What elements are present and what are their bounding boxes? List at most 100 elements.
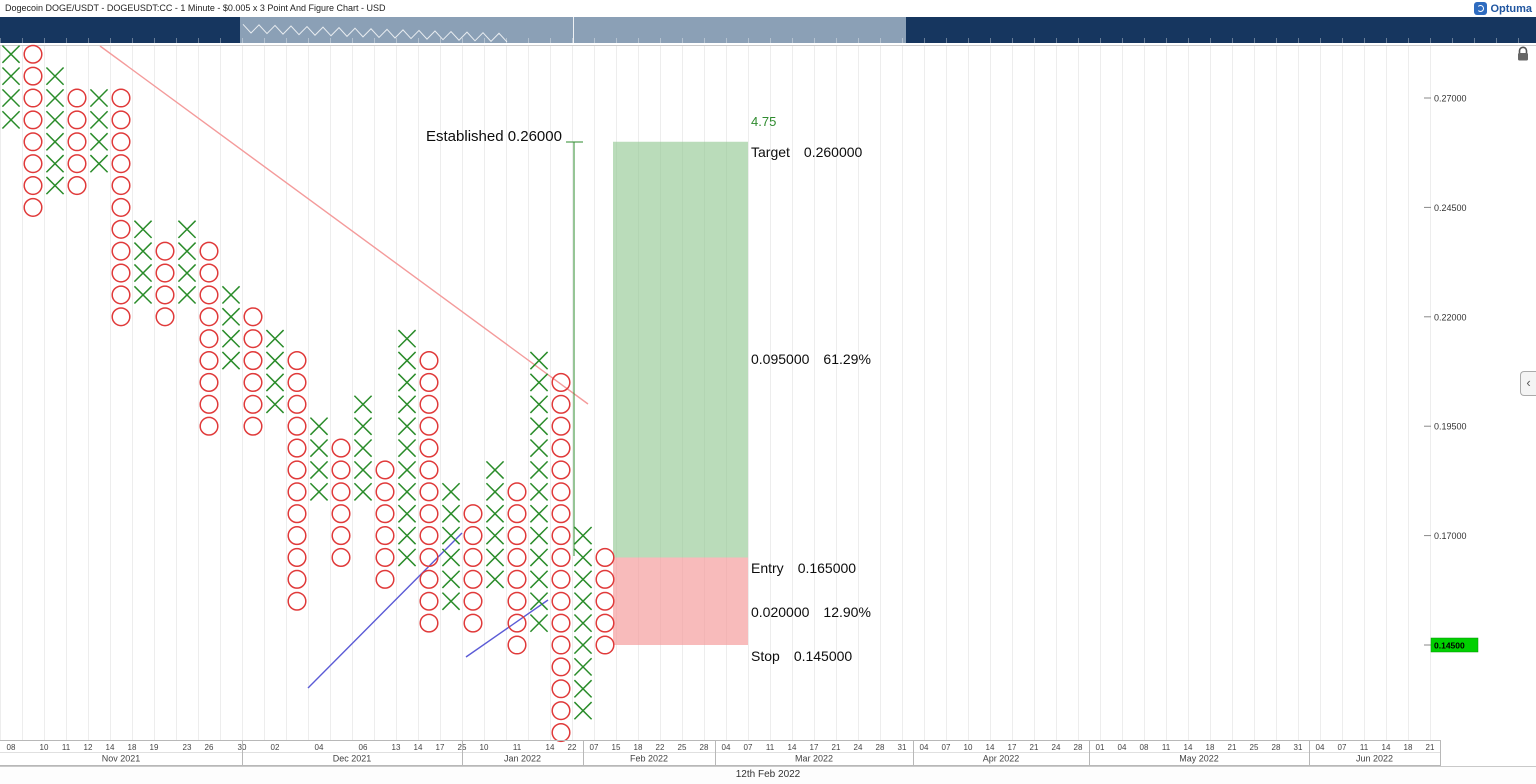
svg-text:10: 10 bbox=[480, 743, 489, 752]
date-axis[interactable]: 08 10 11 12 14 18 19 23 26 30 02 04 06 13 14 17 25 10 11 14… bbox=[0, 740, 1441, 766]
svg-text:May 2022: May 2022 bbox=[1179, 754, 1219, 764]
risk-value: 0.020000 bbox=[751, 604, 810, 620]
target-label: Target bbox=[751, 144, 790, 160]
svg-text:24: 24 bbox=[1052, 743, 1061, 752]
entry-label-row[interactable]: Entry 0.165000 bbox=[751, 560, 856, 576]
entry-value: 0.165000 bbox=[797, 560, 857, 576]
svg-text:12: 12 bbox=[84, 743, 93, 752]
svg-text:04: 04 bbox=[1316, 743, 1325, 752]
svg-text:04: 04 bbox=[315, 743, 324, 752]
svg-text:17: 17 bbox=[810, 743, 819, 752]
price-axis[interactable]: 0.27000 0.24500 0.22000 0.19500 0.17000 0.145… bbox=[1424, 94, 1479, 653]
svg-text:11: 11 bbox=[1162, 743, 1171, 752]
svg-text:0.17000: 0.17000 bbox=[1434, 531, 1467, 541]
entry-label: Entry bbox=[751, 560, 784, 576]
svg-text:07: 07 bbox=[942, 743, 951, 752]
svg-text:06: 06 bbox=[359, 743, 368, 752]
svg-text:14: 14 bbox=[546, 743, 555, 752]
optuma-logo-text: Optuma bbox=[1490, 2, 1532, 15]
svg-text:08: 08 bbox=[1140, 743, 1149, 752]
svg-text:0.14500: 0.14500 bbox=[1434, 641, 1465, 651]
svg-text:10: 10 bbox=[964, 743, 973, 752]
svg-text:25: 25 bbox=[458, 743, 467, 752]
svg-text:18: 18 bbox=[1404, 743, 1413, 752]
svg-text:21: 21 bbox=[832, 743, 841, 752]
svg-text:28: 28 bbox=[1272, 743, 1281, 752]
svg-text:14: 14 bbox=[788, 743, 797, 752]
svg-text:08: 08 bbox=[7, 743, 16, 752]
status-bar: 12th Feb 2022 bbox=[0, 766, 1536, 784]
svg-text:04: 04 bbox=[722, 743, 731, 752]
svg-text:21: 21 bbox=[1030, 743, 1039, 752]
svg-text:02: 02 bbox=[271, 743, 280, 752]
svg-text:22: 22 bbox=[568, 743, 577, 752]
current-date: 12th Feb 2022 bbox=[735, 769, 801, 780]
risk-percent: 12.90% bbox=[823, 604, 871, 620]
reward-value: 0.095000 bbox=[751, 351, 810, 367]
title-bar: Dogecoin DOGE/USDT - DOGEUSDT:CC - 1 Min… bbox=[0, 0, 1536, 17]
svg-text:15: 15 bbox=[612, 743, 621, 752]
chart-title: Dogecoin DOGE/USDT - DOGEUSDT:CC - 1 Min… bbox=[5, 3, 386, 13]
optuma-logo-icon bbox=[1474, 2, 1488, 15]
svg-text:26: 26 bbox=[205, 743, 214, 752]
svg-text:31: 31 bbox=[1294, 743, 1303, 752]
svg-text:0.24500: 0.24500 bbox=[1434, 203, 1467, 213]
svg-text:11: 11 bbox=[766, 743, 775, 752]
svg-text:17: 17 bbox=[436, 743, 445, 752]
svg-text:Nov 2021: Nov 2021 bbox=[102, 754, 141, 764]
svg-text:07: 07 bbox=[590, 743, 599, 752]
svg-text:24: 24 bbox=[854, 743, 863, 752]
svg-text:04: 04 bbox=[1118, 743, 1127, 752]
svg-text:Apr 2022: Apr 2022 bbox=[983, 754, 1020, 764]
svg-text:19: 19 bbox=[150, 743, 159, 752]
svg-text:31: 31 bbox=[898, 743, 907, 752]
svg-text:0.19500: 0.19500 bbox=[1434, 422, 1467, 432]
svg-text:28: 28 bbox=[700, 743, 709, 752]
target-label-row[interactable]: Target 0.260000 bbox=[751, 144, 862, 160]
svg-text:18: 18 bbox=[128, 743, 137, 752]
svg-text:18: 18 bbox=[634, 743, 643, 752]
price-measurement-line[interactable] bbox=[566, 141, 583, 556]
stop-label-row[interactable]: Stop 0.145000 bbox=[751, 648, 852, 664]
established-level-label[interactable]: Established 0.26000 bbox=[426, 128, 562, 145]
svg-text:0.27000: 0.27000 bbox=[1434, 94, 1467, 104]
navigator-divider bbox=[573, 17, 574, 43]
svg-text:23: 23 bbox=[183, 743, 192, 752]
reward-percent: 61.29% bbox=[823, 351, 871, 367]
svg-text:14: 14 bbox=[986, 743, 995, 752]
pnf-columns bbox=[1, 44, 615, 743]
navigator-ticks bbox=[0, 38, 1536, 43]
stop-value: 0.145000 bbox=[793, 648, 853, 664]
svg-text:21: 21 bbox=[1228, 743, 1237, 752]
target-value: 0.260000 bbox=[803, 144, 863, 160]
svg-text:14: 14 bbox=[414, 743, 423, 752]
collapse-panel-chevron-icon[interactable]: ‹ bbox=[1520, 371, 1536, 396]
stop-label: Stop bbox=[751, 648, 780, 664]
svg-text:Dec 2021: Dec 2021 bbox=[333, 754, 372, 764]
svg-text:25: 25 bbox=[1250, 743, 1259, 752]
svg-text:25: 25 bbox=[678, 743, 687, 752]
svg-text:11: 11 bbox=[513, 743, 522, 752]
svg-text:01: 01 bbox=[1096, 743, 1105, 752]
timeline-navigator[interactable] bbox=[0, 17, 1536, 43]
lock-icon[interactable] bbox=[1514, 45, 1532, 63]
svg-text:10: 10 bbox=[40, 743, 49, 752]
svg-text:04: 04 bbox=[920, 743, 929, 752]
risk-amount-row[interactable]: 0.020000 12.90% bbox=[751, 604, 871, 620]
svg-text:Jun 2022: Jun 2022 bbox=[1356, 754, 1393, 764]
svg-text:13: 13 bbox=[392, 743, 401, 752]
svg-text:28: 28 bbox=[876, 743, 885, 752]
svg-text:22: 22 bbox=[656, 743, 665, 752]
reward-amount-row[interactable]: 0.095000 61.29% bbox=[751, 351, 871, 367]
svg-text:21: 21 bbox=[1426, 743, 1435, 752]
svg-text:0.22000: 0.22000 bbox=[1434, 312, 1467, 322]
svg-text:07: 07 bbox=[1338, 743, 1347, 752]
svg-text:17: 17 bbox=[1008, 743, 1017, 752]
trade-plan-boxes[interactable] bbox=[613, 141, 748, 645]
svg-text:07: 07 bbox=[744, 743, 753, 752]
svg-text:14: 14 bbox=[106, 743, 115, 752]
risk-reward-ratio-label[interactable]: 4.75 bbox=[751, 114, 777, 129]
svg-text:Jan 2022: Jan 2022 bbox=[504, 754, 541, 764]
svg-text:14: 14 bbox=[1184, 743, 1193, 752]
svg-text:11: 11 bbox=[62, 743, 71, 752]
